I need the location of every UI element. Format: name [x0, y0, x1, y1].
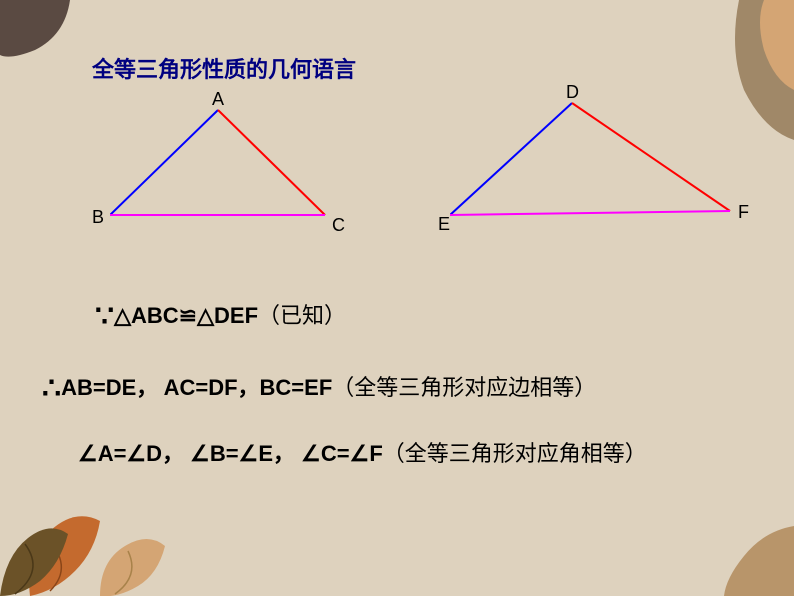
vertex-f: F — [738, 202, 749, 223]
proof-line-given: ∵△ABC≌△DEF（已知） — [95, 298, 346, 335]
angles-reason: （全等三角形对应角相等） — [383, 441, 647, 466]
given-reason: （已知） — [258, 303, 346, 328]
deco-bottom-right — [694, 506, 794, 596]
sides-statement: AB=DE， AC=DF，BC=EF — [61, 375, 332, 400]
vertex-b: B — [92, 207, 104, 228]
given-statement: △ABC≌△DEF — [114, 303, 258, 328]
triangle-def: D E F — [450, 88, 750, 223]
vertex-e: E — [438, 214, 450, 235]
deco-top-left — [0, 0, 90, 70]
proof-line-angles: ∠A=∠D， ∠B=∠E， ∠C=∠F（全等三角形对应角相等） — [78, 436, 647, 468]
sides-reason: （全等三角形对应边相等） — [332, 375, 596, 400]
proof-line-sides: ∴AB=DE， AC=DF，BC=EF（全等三角形对应边相等） — [42, 370, 596, 407]
therefore-symbol: ∴ — [42, 373, 61, 406]
page-title: 全等三角形性质的几何语言 — [92, 52, 356, 84]
vertex-a: A — [212, 89, 224, 110]
vertex-c: C — [332, 215, 345, 236]
angles-statement: ∠A=∠D， ∠B=∠E， ∠C=∠F — [78, 441, 383, 466]
vertex-d: D — [566, 82, 579, 103]
triangle-abc: A B C — [110, 95, 340, 225]
deco-bottom-left — [0, 466, 180, 596]
because-symbol: ∵ — [95, 301, 114, 334]
